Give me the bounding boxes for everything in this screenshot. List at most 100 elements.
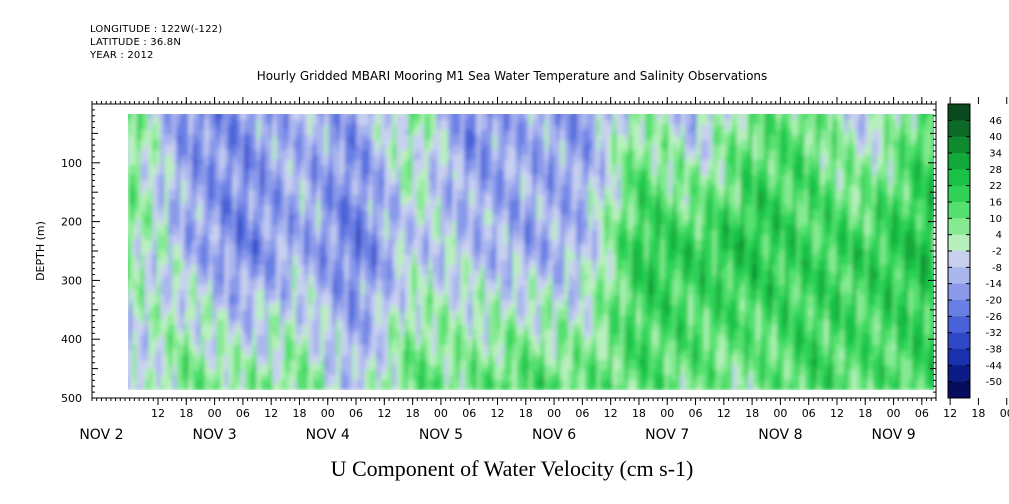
field-cell	[212, 174, 217, 181]
field-cell	[252, 179, 257, 186]
field-cell	[208, 159, 213, 166]
field-cell	[196, 384, 201, 390]
field-cell	[212, 214, 217, 221]
field-cell	[268, 154, 273, 161]
field-cell	[300, 264, 305, 271]
field-cell	[216, 319, 221, 326]
field-cell	[212, 369, 217, 376]
field-cell	[380, 379, 385, 386]
field-cell	[316, 194, 321, 201]
field-cell	[272, 314, 277, 321]
field-cell	[156, 314, 161, 321]
field-cell	[408, 254, 413, 261]
field-cell	[416, 159, 421, 166]
field-cell	[344, 384, 349, 390]
field-cell	[380, 174, 385, 181]
field-cell	[372, 114, 377, 121]
field-cell	[352, 379, 357, 386]
field-cell	[224, 174, 229, 181]
field-cell	[280, 199, 285, 206]
field-cell	[232, 324, 237, 331]
field-cell	[400, 119, 405, 126]
field-cell	[344, 324, 349, 331]
field-cell	[384, 339, 389, 346]
field-cell	[300, 124, 305, 131]
field-cell	[136, 139, 141, 146]
field-cell	[220, 224, 225, 231]
field-cell	[424, 169, 429, 176]
field-cell	[348, 359, 353, 366]
field-cell	[196, 249, 201, 256]
field-cell	[356, 264, 361, 271]
field-cell	[148, 259, 153, 266]
field-cell	[172, 329, 177, 336]
field-cell	[268, 169, 273, 176]
field-cell	[336, 164, 341, 171]
field-cell	[360, 139, 365, 146]
field-cell	[272, 139, 277, 146]
field-cell	[280, 154, 285, 161]
field-cell	[260, 284, 265, 291]
field-cell	[280, 209, 285, 216]
field-cell	[408, 199, 413, 206]
field-cell	[400, 354, 405, 361]
field-cell	[148, 194, 153, 201]
field-cell	[216, 294, 221, 301]
field-cell	[232, 159, 237, 166]
field-cell	[368, 189, 373, 196]
field-cell	[444, 139, 449, 146]
field-cell	[160, 174, 165, 181]
field-cell	[308, 384, 313, 390]
field-cell	[356, 279, 361, 286]
field-cell	[360, 379, 365, 386]
field-cell	[368, 114, 373, 116]
field-cell	[200, 229, 205, 236]
field-cell	[208, 144, 213, 151]
field-cell	[376, 209, 381, 216]
field-cell	[204, 184, 209, 191]
field-cell	[388, 364, 393, 371]
field-cell	[332, 189, 337, 196]
field-cell	[236, 219, 241, 226]
field-cell	[304, 299, 309, 306]
field-cell	[304, 294, 309, 301]
field-cell	[216, 314, 221, 321]
field-cell	[248, 234, 253, 241]
field-cell	[360, 259, 365, 266]
field-cell	[324, 344, 329, 351]
field-cell	[332, 114, 337, 121]
field-cell	[420, 194, 425, 201]
field-cell	[352, 119, 357, 126]
field-cell	[428, 124, 433, 131]
field-cell	[180, 229, 185, 236]
field-cell	[256, 254, 261, 261]
field-cell	[144, 294, 149, 301]
field-cell	[232, 314, 237, 321]
field-cell	[192, 269, 197, 276]
field-cell	[248, 364, 253, 371]
field-cell	[264, 329, 269, 336]
field-cell	[248, 259, 253, 266]
field-cell	[428, 334, 433, 341]
field-cell	[160, 189, 165, 196]
field-cell	[392, 304, 397, 311]
field-cell	[348, 279, 353, 286]
field-cell	[248, 134, 253, 141]
field-cell	[260, 204, 265, 211]
field-cell	[404, 144, 409, 151]
field-cell	[376, 244, 381, 251]
field-cell	[152, 114, 157, 116]
field-cell	[424, 149, 429, 156]
field-cell	[332, 309, 337, 316]
field-cell	[324, 319, 329, 326]
field-cell	[408, 164, 413, 171]
field-cell	[188, 324, 193, 331]
field-cell	[400, 359, 405, 366]
field-cell	[316, 314, 321, 321]
field-cell	[268, 214, 273, 221]
field-cell	[420, 129, 425, 136]
field-cell	[148, 304, 153, 311]
field-cell	[396, 379, 401, 386]
field-cell	[440, 294, 445, 301]
field-cell	[368, 364, 373, 371]
